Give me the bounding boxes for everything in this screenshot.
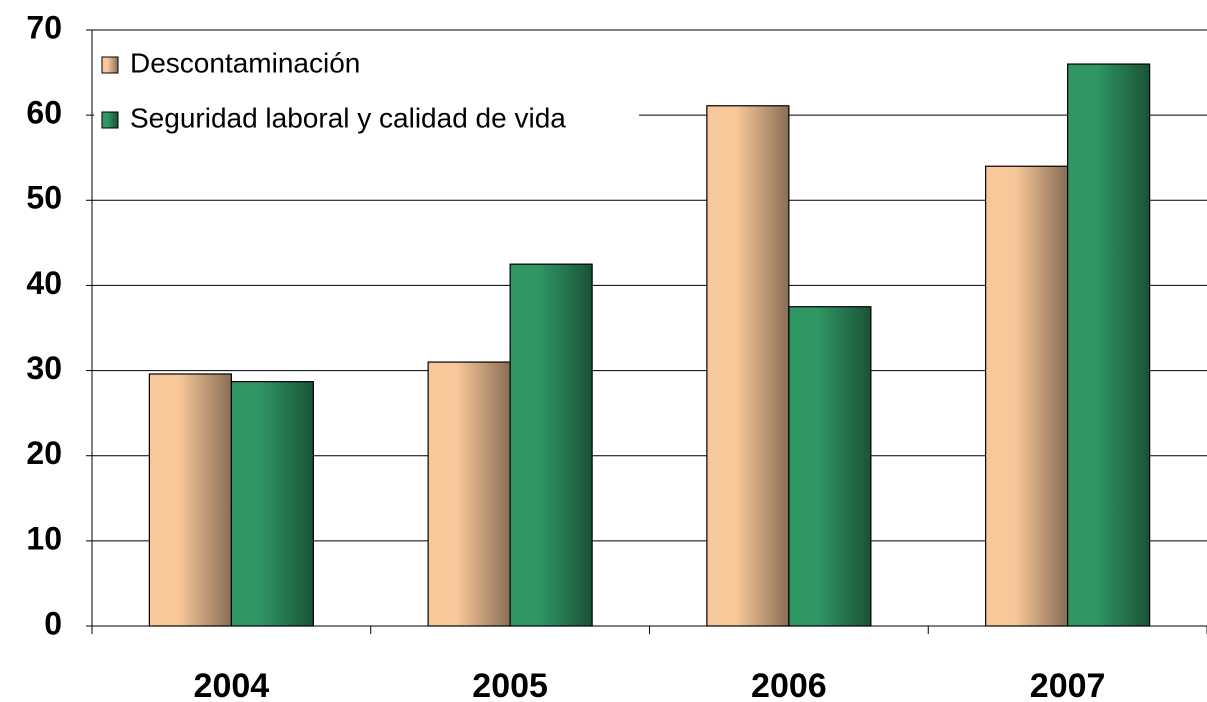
y-tick-label: 10: [26, 520, 62, 556]
legend-box: [94, 36, 639, 152]
legend-label: Descontaminación: [130, 47, 360, 78]
legend-swatch: [101, 56, 119, 74]
bar: [230, 381, 314, 627]
x-tick-label: 2006: [751, 667, 827, 702]
bar: [509, 263, 593, 627]
y-tick-label: 60: [26, 95, 62, 131]
y-tick-label: 0: [44, 605, 62, 641]
legend-swatch: [101, 111, 119, 129]
y-tick-label: 20: [26, 435, 62, 471]
bar: [985, 165, 1069, 627]
x-tick-label: 2007: [1030, 667, 1106, 702]
y-tick-label: 70: [26, 9, 62, 45]
bar: [1067, 63, 1151, 627]
y-tick-label: 30: [26, 350, 62, 386]
bar: [427, 361, 511, 627]
bar: [788, 306, 872, 627]
bar: [148, 373, 232, 627]
legend-label: Seguridad laboral y calidad de vida: [130, 102, 566, 133]
x-tick-label: 2005: [472, 667, 548, 702]
y-tick-label: 50: [26, 180, 62, 216]
bar: [706, 105, 790, 627]
legend: Descontaminación Seguridad laboral y cali…: [94, 36, 639, 152]
x-tick-label: 2004: [194, 667, 270, 702]
y-tick-label: 40: [26, 265, 62, 301]
